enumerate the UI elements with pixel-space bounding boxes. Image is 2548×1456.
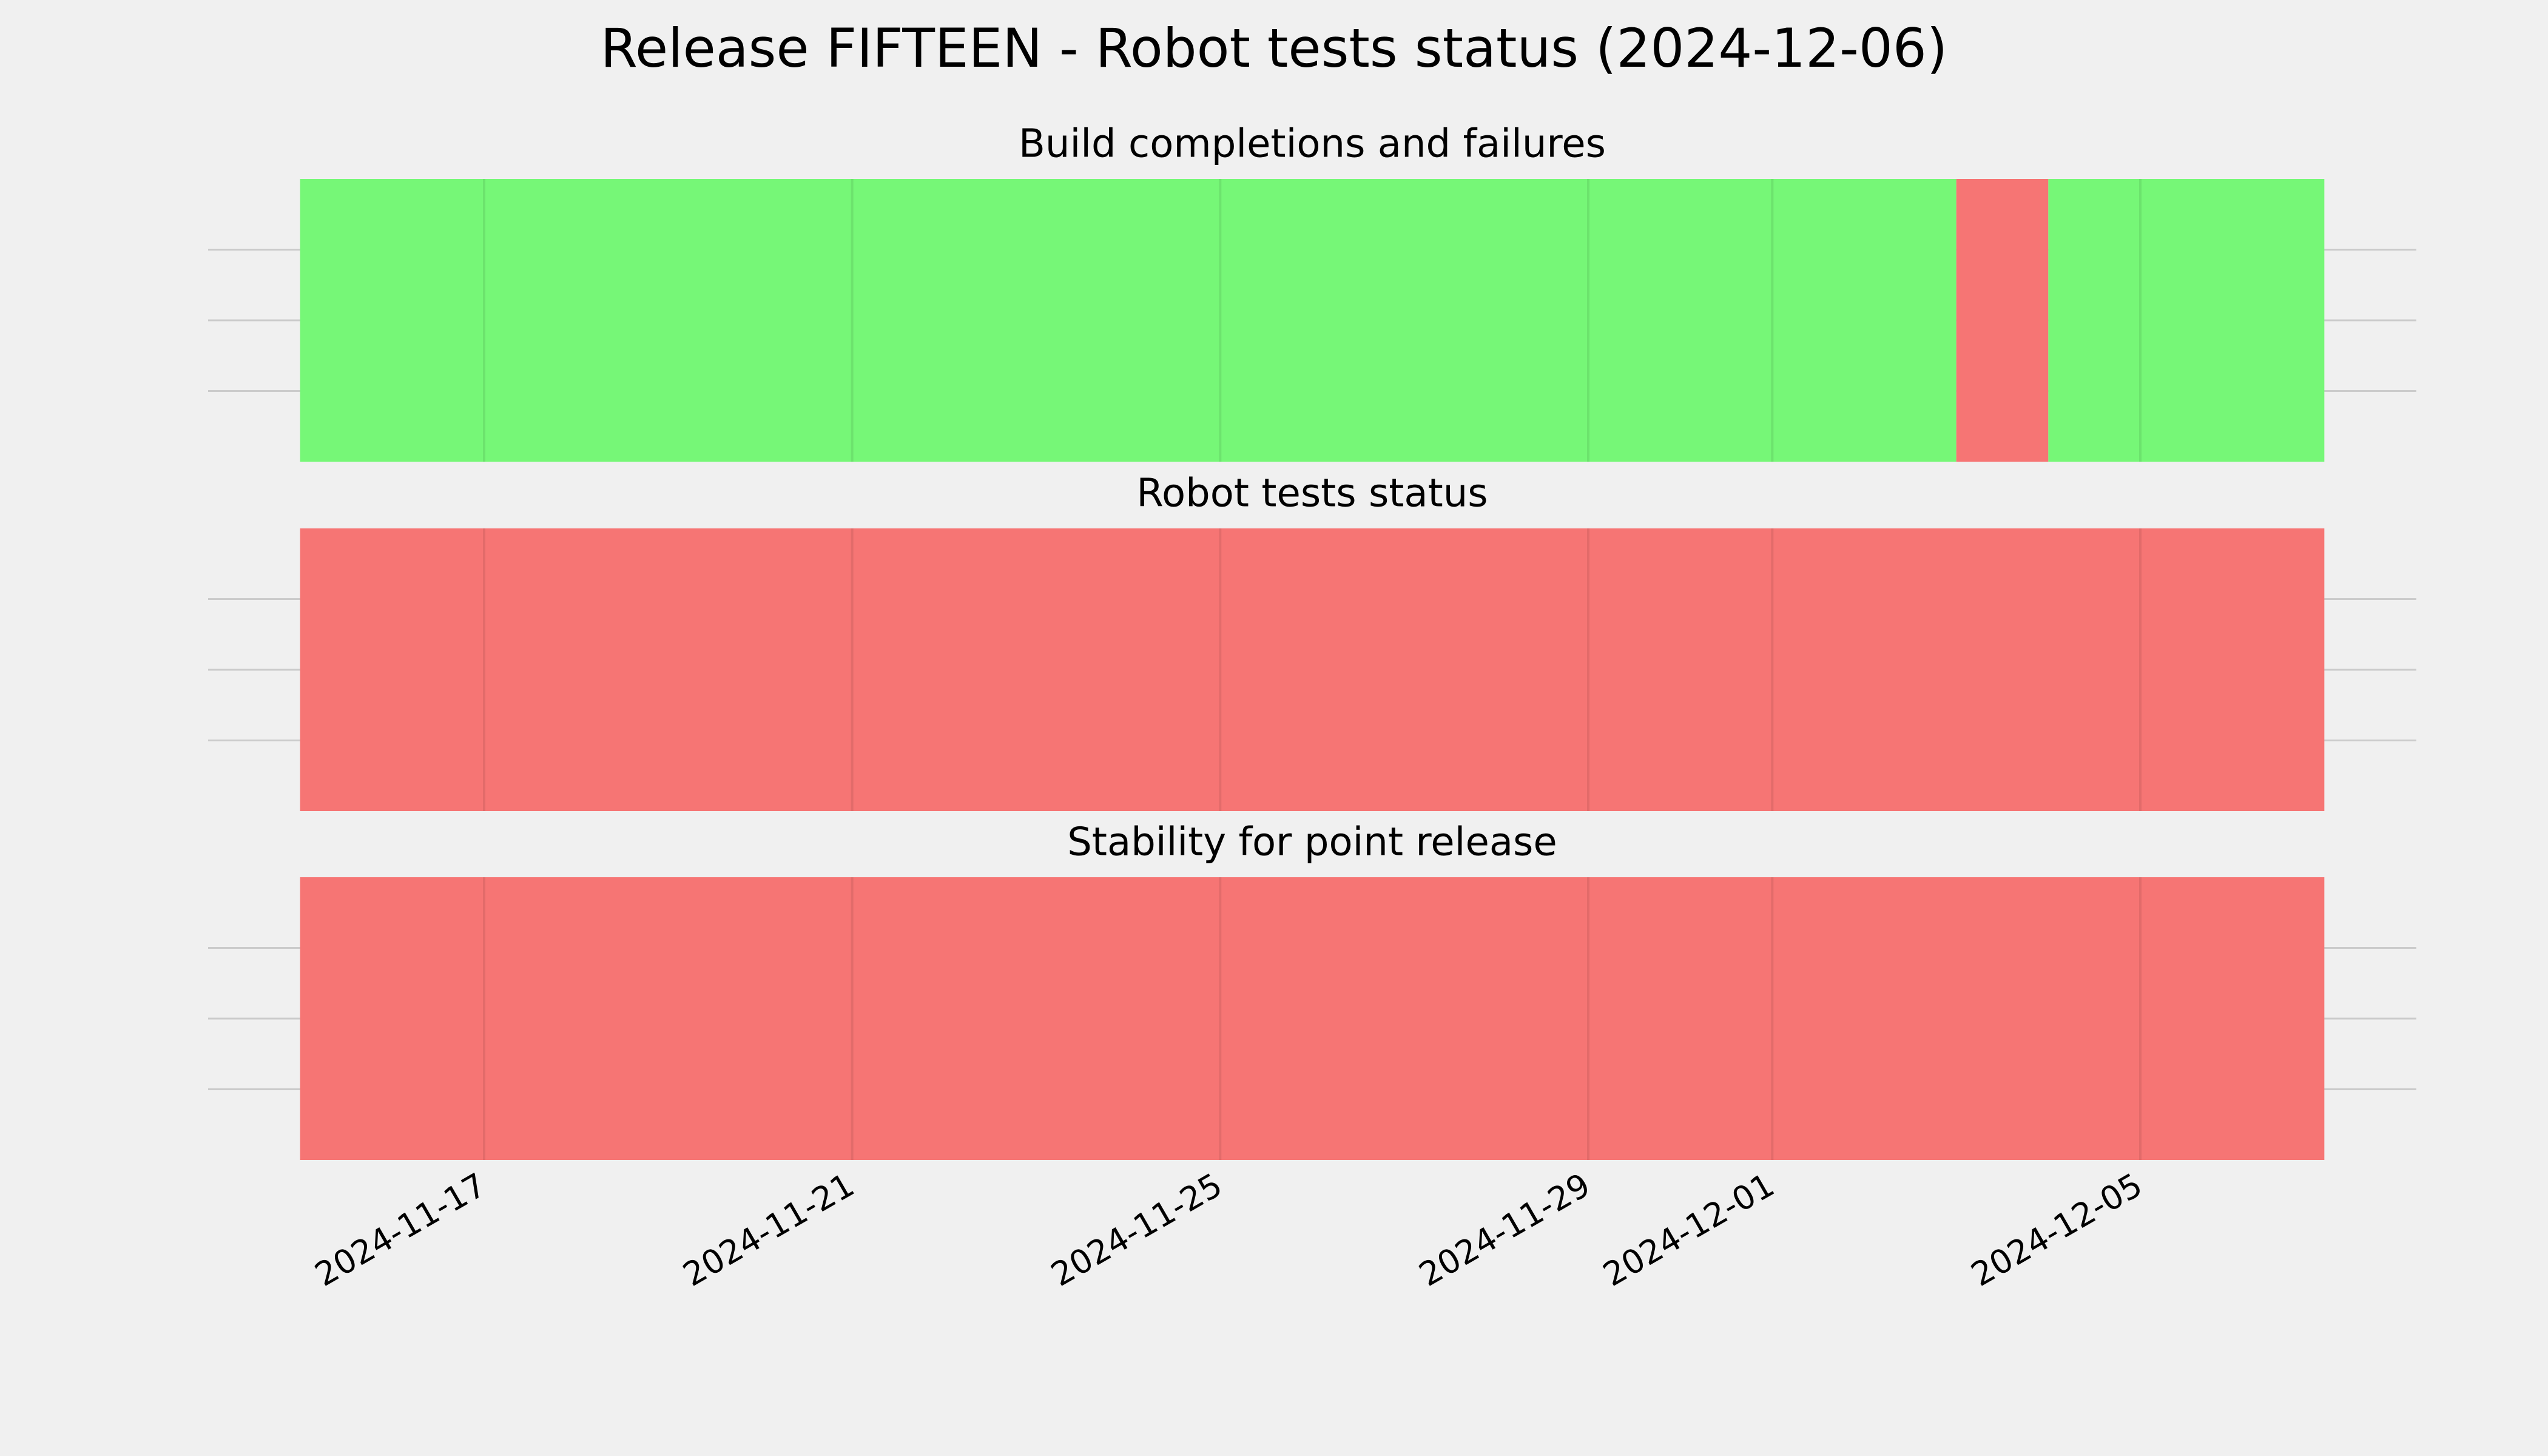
status-segment: [300, 179, 1956, 462]
status-segment: [1956, 179, 2049, 462]
status-segment: [2048, 179, 2325, 462]
status-segment: [300, 528, 2325, 811]
panel-title: Build completions and failures: [1019, 122, 1606, 167]
status-segment: [300, 877, 2325, 1160]
panel-title: Stability for point release: [1067, 820, 1557, 865]
chart-title: Release FIFTEEN - Robot tests status (20…: [601, 17, 1947, 79]
panel-title: Robot tests status: [1136, 471, 1488, 516]
